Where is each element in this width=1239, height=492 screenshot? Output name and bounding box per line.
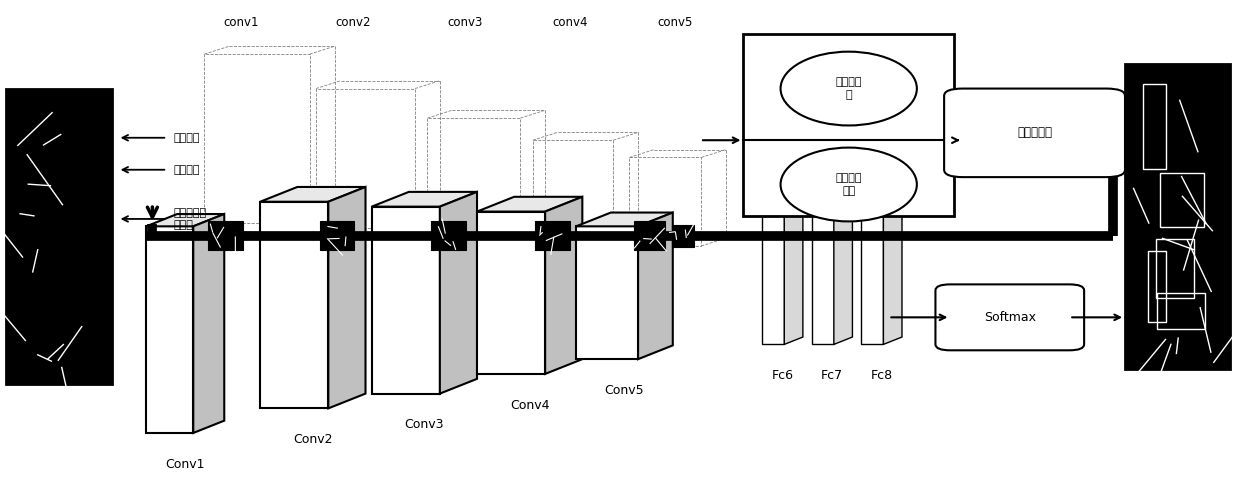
- Bar: [1125, 64, 1230, 369]
- Bar: [634, 221, 665, 250]
- Text: 类别标签: 类别标签: [173, 165, 199, 175]
- Text: Conv1: Conv1: [166, 458, 204, 470]
- Ellipse shape: [781, 148, 917, 221]
- Bar: [1144, 84, 1166, 169]
- Polygon shape: [372, 207, 440, 394]
- Polygon shape: [477, 197, 582, 212]
- Bar: [1156, 239, 1194, 298]
- Polygon shape: [193, 214, 224, 433]
- Polygon shape: [638, 213, 673, 359]
- Text: Conv5: Conv5: [605, 384, 644, 397]
- Polygon shape: [762, 197, 784, 344]
- Polygon shape: [861, 197, 883, 344]
- Text: 候选区域块: 候选区域块: [1017, 126, 1052, 139]
- Polygon shape: [784, 189, 803, 344]
- Text: Fc6: Fc6: [772, 369, 793, 382]
- Text: conv5: conv5: [658, 16, 693, 29]
- Bar: [208, 221, 243, 250]
- Text: Conv2: Conv2: [294, 433, 332, 446]
- Text: 多尺度图像
金字塔: 多尺度图像 金字塔: [173, 208, 207, 230]
- Bar: [1161, 173, 1204, 227]
- Bar: [743, 34, 954, 216]
- Polygon shape: [440, 192, 477, 394]
- Text: conv1: conv1: [224, 16, 259, 29]
- Polygon shape: [260, 202, 328, 408]
- Bar: [535, 221, 570, 250]
- Ellipse shape: [781, 52, 917, 125]
- Text: conv2: conv2: [336, 16, 370, 29]
- Polygon shape: [260, 187, 366, 202]
- Polygon shape: [762, 189, 803, 197]
- Text: Conv4: Conv4: [510, 399, 549, 411]
- Text: 区域分类
层: 区域分类 层: [835, 77, 862, 100]
- Polygon shape: [861, 189, 902, 197]
- Polygon shape: [372, 192, 477, 207]
- Polygon shape: [146, 214, 224, 226]
- Polygon shape: [545, 197, 582, 374]
- Polygon shape: [883, 189, 902, 344]
- Text: conv4: conv4: [553, 16, 587, 29]
- Bar: [672, 225, 694, 247]
- Bar: [431, 221, 466, 250]
- Text: Softmax: Softmax: [984, 311, 1036, 324]
- Polygon shape: [477, 212, 545, 374]
- Bar: [6, 89, 112, 384]
- Bar: [320, 221, 354, 250]
- FancyBboxPatch shape: [935, 284, 1084, 350]
- Polygon shape: [834, 189, 852, 344]
- Polygon shape: [576, 226, 638, 359]
- Text: Fc7: Fc7: [821, 369, 843, 382]
- Bar: [1149, 250, 1166, 322]
- Polygon shape: [328, 187, 366, 408]
- Text: Conv3: Conv3: [405, 418, 444, 431]
- Text: conv3: conv3: [447, 16, 482, 29]
- Text: 位置标签: 位置标签: [173, 133, 199, 143]
- Polygon shape: [812, 197, 834, 344]
- Text: Fc8: Fc8: [871, 369, 892, 382]
- Polygon shape: [576, 213, 673, 226]
- Polygon shape: [146, 226, 193, 433]
- Text: 包围盒回
归层: 包围盒回 归层: [835, 173, 862, 196]
- Polygon shape: [812, 189, 852, 197]
- FancyBboxPatch shape: [944, 89, 1125, 177]
- Bar: [1157, 293, 1206, 329]
